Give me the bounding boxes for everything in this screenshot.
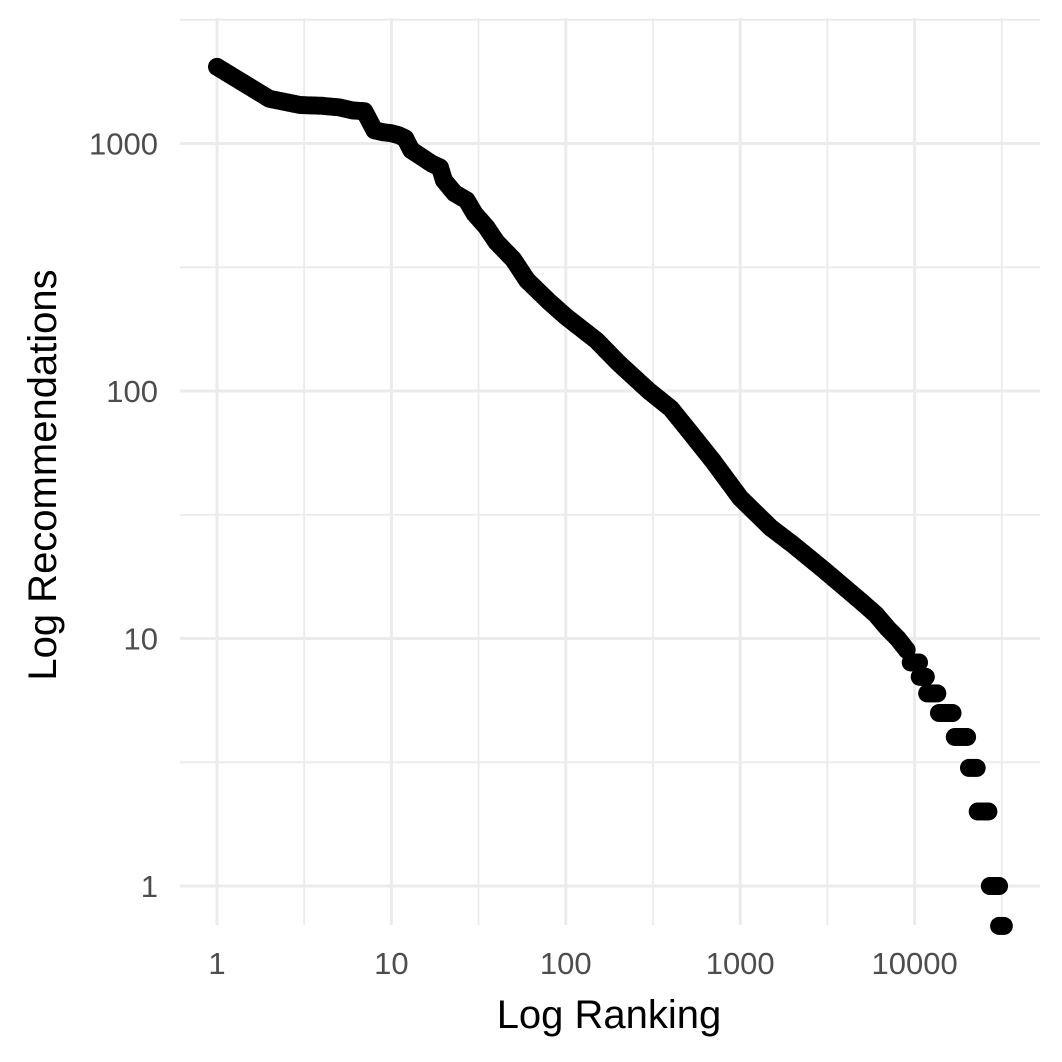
y-axis-title: Log Recommendations (21, 269, 65, 680)
minor-gridlines (180, 18, 1040, 925)
x-tick-label: 1 (208, 946, 225, 981)
x-tick-label: 10000 (871, 946, 957, 981)
x-axis-title: Log Ranking (497, 993, 722, 1037)
y-tick-label: 10 (124, 622, 158, 657)
data-point (994, 916, 1013, 935)
x-tick-label: 100 (540, 946, 592, 981)
major-gridlines (180, 18, 1040, 925)
data-point (928, 684, 947, 703)
y-tick-label: 100 (106, 374, 158, 409)
y-tick-label: 1000 (89, 127, 158, 162)
y-axis-tick-labels: 1 10 100 1000 (89, 127, 158, 905)
x-tick-label: 1000 (706, 946, 775, 981)
data-point (910, 653, 929, 672)
data-point (916, 667, 935, 686)
x-axis-tick-labels: 1 10 100 1000 10000 (208, 946, 957, 981)
data-points (208, 57, 1013, 935)
data-point (990, 877, 1009, 895)
data-point (958, 727, 977, 746)
y-tick-label: 1 (141, 869, 158, 904)
data-point (943, 704, 962, 723)
data-point (967, 758, 986, 777)
x-tick-label: 10 (374, 946, 408, 981)
data-point (979, 802, 998, 821)
